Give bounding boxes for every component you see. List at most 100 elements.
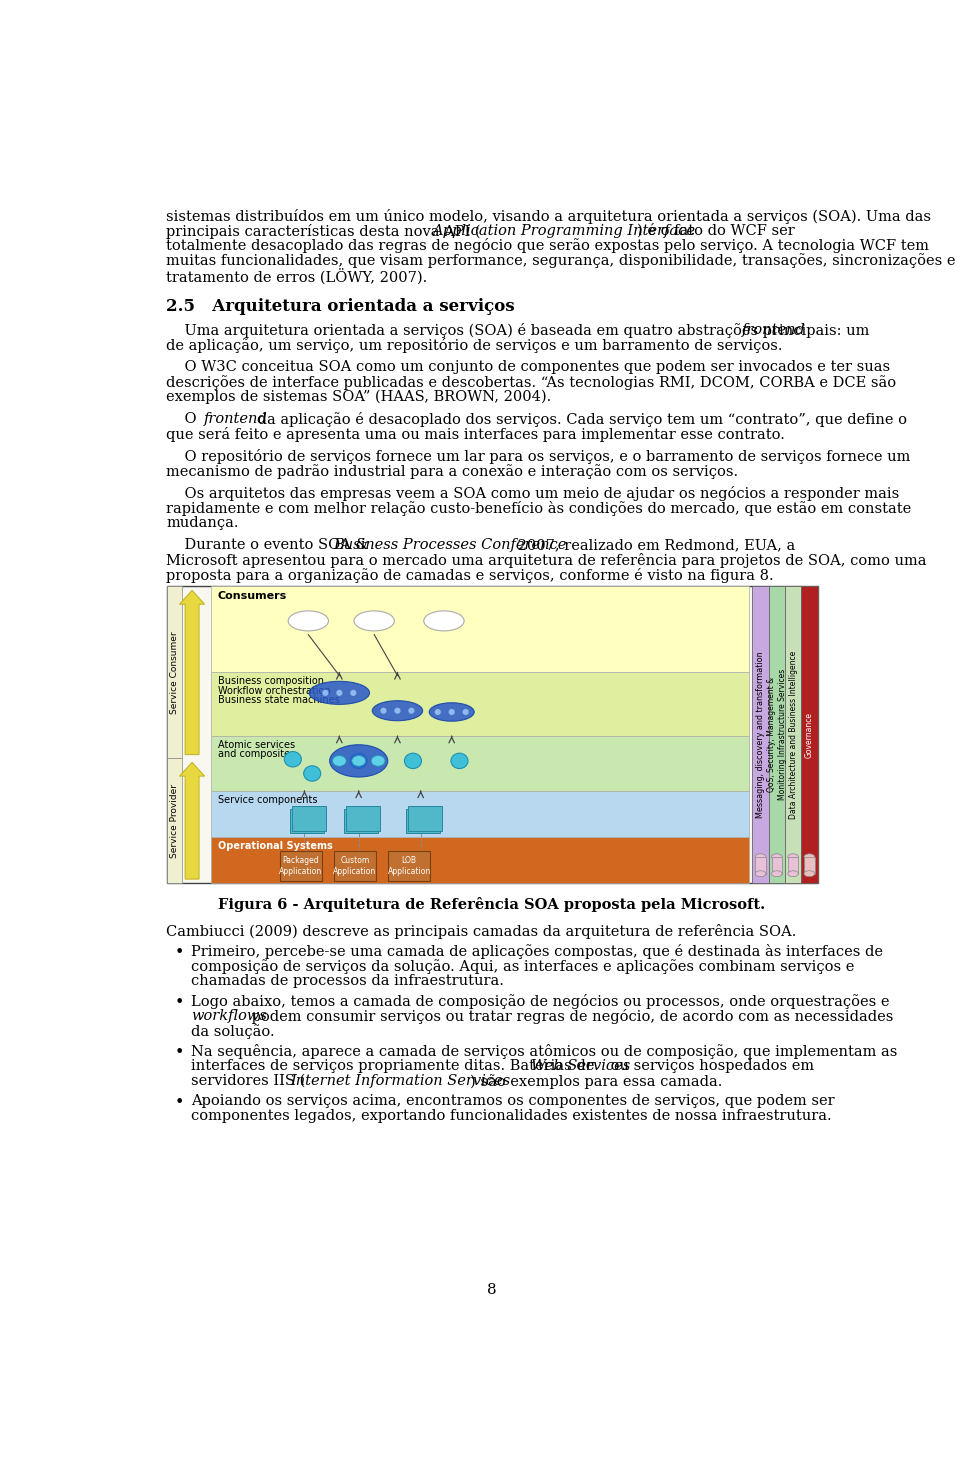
- Text: Custom
Application: Custom Application: [333, 857, 376, 876]
- FancyBboxPatch shape: [408, 806, 443, 831]
- Text: •: •: [175, 944, 183, 962]
- Text: Business state machines: Business state machines: [218, 695, 340, 705]
- Text: podem consumir serviços ou tratar regras de negócio, de acordo com as necessidad: podem consumir serviços ou tratar regras…: [247, 1009, 894, 1024]
- Ellipse shape: [788, 854, 799, 860]
- Text: Na sequência, aparece a camada de serviços atômicos ou de composição, que implem: Na sequência, aparece a camada de serviç…: [191, 1043, 898, 1060]
- Text: O repositório de serviços fornece um lar para os serviços, e o barramento de ser: O repositório de serviços fornece um lar…: [166, 449, 911, 464]
- Ellipse shape: [380, 707, 387, 714]
- Text: Business Processes Conference: Business Processes Conference: [333, 538, 566, 553]
- Ellipse shape: [429, 702, 474, 722]
- Ellipse shape: [332, 756, 347, 766]
- Bar: [753, 587, 769, 883]
- Text: 8: 8: [487, 1283, 497, 1297]
- Text: componentes legados, exportando funcionalidades existentes de nossa infraestrutu: componentes legados, exportando funciona…: [191, 1109, 832, 1122]
- Ellipse shape: [404, 753, 421, 769]
- Bar: [166, 587, 182, 759]
- Bar: [211, 791, 750, 837]
- Text: Figura 6 - Arquitetura de Referência SOA proposta pela Microsoft.: Figura 6 - Arquitetura de Referência SOA…: [219, 897, 765, 911]
- Ellipse shape: [463, 708, 468, 716]
- Ellipse shape: [435, 708, 441, 716]
- Ellipse shape: [408, 707, 415, 714]
- Text: •: •: [175, 994, 183, 1011]
- Text: Atomic services: Atomic services: [218, 740, 295, 750]
- Ellipse shape: [323, 689, 328, 697]
- Text: principais características desta nova API (: principais características desta nova AP…: [166, 224, 481, 239]
- Text: O W3C conceitua SOA como um conjunto de componentes que podem ser invocados e te: O W3C conceitua SOA como um conjunto de …: [166, 360, 891, 373]
- Text: servidores IIS (: servidores IIS (: [191, 1073, 305, 1088]
- Text: Packaged
Application: Packaged Application: [279, 857, 323, 876]
- Text: Internet Information Services: Internet Information Services: [290, 1073, 511, 1088]
- Ellipse shape: [351, 756, 366, 766]
- FancyBboxPatch shape: [388, 851, 430, 880]
- FancyBboxPatch shape: [279, 851, 322, 880]
- Ellipse shape: [350, 689, 356, 697]
- Ellipse shape: [772, 854, 782, 860]
- Ellipse shape: [756, 854, 766, 860]
- Text: que será feito e apresenta uma ou mais interfaces para implementar esse contrato: que será feito e apresenta uma ou mais i…: [166, 427, 785, 442]
- Text: workflows: workflows: [191, 1009, 267, 1023]
- Text: Workflow orchestration: Workflow orchestration: [218, 686, 330, 695]
- Bar: [769, 587, 785, 883]
- Text: chamadas de processos da infraestrutura.: chamadas de processos da infraestrutura.: [191, 974, 504, 988]
- Text: composição de serviços da solução. Aqui, as interfaces e aplicações combinam ser: composição de serviços da solução. Aqui,…: [191, 959, 854, 974]
- Text: Uma arquitetura orientada a serviços (SOA) é baseada em quatro abstrações princi: Uma arquitetura orientada a serviços (SO…: [166, 323, 875, 338]
- Bar: [804, 857, 815, 874]
- Ellipse shape: [284, 751, 301, 768]
- Text: descrições de interface publicadas e descobertas. “As tecnologias RMI, DCOM, COR: descrições de interface publicadas e des…: [166, 375, 897, 390]
- Text: tratamento de erros (LÖWY, 2007).: tratamento de erros (LÖWY, 2007).: [166, 268, 428, 285]
- Text: Apoiando os serviços acima, encontramos os componentes de serviços, que podem se: Apoiando os serviços acima, encontramos …: [191, 1094, 835, 1107]
- Ellipse shape: [448, 708, 455, 716]
- Ellipse shape: [329, 745, 388, 777]
- FancyBboxPatch shape: [347, 806, 380, 831]
- Ellipse shape: [336, 689, 343, 697]
- Text: Application Programming Interface: Application Programming Interface: [432, 224, 695, 237]
- Text: Consumers: Consumers: [218, 591, 287, 602]
- Text: Service Provider: Service Provider: [170, 784, 179, 858]
- FancyBboxPatch shape: [334, 851, 375, 880]
- FancyArrow shape: [180, 762, 204, 879]
- Text: frontend: frontend: [204, 412, 267, 425]
- Bar: [211, 673, 750, 737]
- FancyBboxPatch shape: [290, 809, 324, 833]
- Text: proposta para a organização de camadas e serviços, conforme é visto na figura 8.: proposta para a organização de camadas e…: [166, 568, 774, 582]
- Bar: [785, 587, 802, 883]
- Text: Service Consumer: Service Consumer: [170, 631, 179, 714]
- Ellipse shape: [788, 871, 799, 877]
- Ellipse shape: [372, 756, 385, 766]
- Text: •: •: [175, 1043, 183, 1061]
- Text: O: O: [166, 412, 202, 425]
- Ellipse shape: [772, 871, 782, 877]
- FancyArrow shape: [180, 590, 204, 754]
- Bar: [756, 857, 766, 874]
- Text: Data Architecture and Business Intelligence: Data Architecture and Business Intellige…: [788, 651, 798, 820]
- Text: ou serviços hospedados em: ou serviços hospedados em: [606, 1058, 814, 1073]
- Ellipse shape: [756, 871, 766, 877]
- Ellipse shape: [804, 854, 815, 860]
- Text: da aplicação é desacoplado dos serviços. Cada serviço tem um “contrato”, que def: da aplicação é desacoplado dos serviços.…: [253, 412, 907, 427]
- Ellipse shape: [288, 611, 328, 631]
- Text: muitas funcionalidades, que visam performance, segurança, disponibilidade, trans: muitas funcionalidades, que visam perfor…: [166, 253, 956, 268]
- Text: sistemas distribuídos em um único modelo, visando a arquitetura orientada a serv: sistemas distribuídos em um único modelo…: [166, 209, 931, 224]
- Ellipse shape: [423, 611, 464, 631]
- Text: QoS, Security, Management &
Monitoring Infrastructure Services: QoS, Security, Management & Monitoring I…: [767, 668, 786, 800]
- Ellipse shape: [309, 682, 370, 704]
- Ellipse shape: [395, 707, 400, 714]
- Text: exemplos de sistemas SOA” (HAAS, BROWN, 2004).: exemplos de sistemas SOA” (HAAS, BROWN, …: [166, 390, 552, 405]
- Text: and composite: and composite: [218, 750, 290, 759]
- Ellipse shape: [372, 701, 422, 720]
- Text: Os arquitetos das empresas veem a SOA como um meio de ajudar os negócios a respo: Os arquitetos das empresas veem a SOA co…: [166, 486, 900, 501]
- Text: Primeiro, percebe-se uma camada de aplicações compostas, que é destinada às inte: Primeiro, percebe-se uma camada de aplic…: [191, 944, 883, 959]
- Ellipse shape: [804, 871, 815, 877]
- Text: Microsoft apresentou para o mercado uma arquitetura de referência para projetos : Microsoft apresentou para o mercado uma …: [166, 553, 927, 568]
- Text: •: •: [175, 1094, 183, 1110]
- Ellipse shape: [354, 611, 395, 631]
- Bar: [166, 759, 182, 883]
- Text: Service components: Service components: [218, 794, 317, 805]
- Bar: [772, 857, 782, 874]
- Text: mudança.: mudança.: [166, 516, 239, 531]
- Text: Durante o evento SOA &: Durante o evento SOA &: [166, 538, 373, 553]
- Text: Business composition: Business composition: [218, 676, 324, 686]
- Text: Messaging, discovery and transformation: Messaging, discovery and transformation: [756, 652, 765, 818]
- Bar: [211, 837, 750, 883]
- Ellipse shape: [303, 766, 321, 781]
